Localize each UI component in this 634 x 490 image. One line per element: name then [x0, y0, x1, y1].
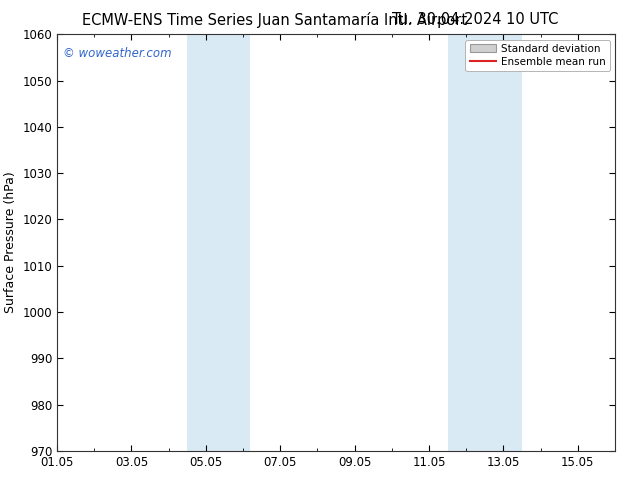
- Legend: Standard deviation, Ensemble mean run: Standard deviation, Ensemble mean run: [465, 40, 610, 71]
- Text: © woweather.com: © woweather.com: [63, 47, 171, 60]
- Y-axis label: Surface Pressure (hPa): Surface Pressure (hPa): [4, 172, 17, 314]
- Text: ECMW-ENS Time Series Juan Santamaría Intl. Airport: ECMW-ENS Time Series Juan Santamaría Int…: [82, 12, 467, 28]
- Bar: [448, 34, 522, 451]
- Text: Tu. 30.04.2024 10 UTC: Tu. 30.04.2024 10 UTC: [392, 12, 558, 27]
- Bar: [187, 34, 250, 451]
- Title: ECMW-ENS Time Series Juan Santamaría Intl. Airport     Tu. 30.04.2024 10 UTC: ECMW-ENS Time Series Juan Santamaría Int…: [0, 489, 1, 490]
